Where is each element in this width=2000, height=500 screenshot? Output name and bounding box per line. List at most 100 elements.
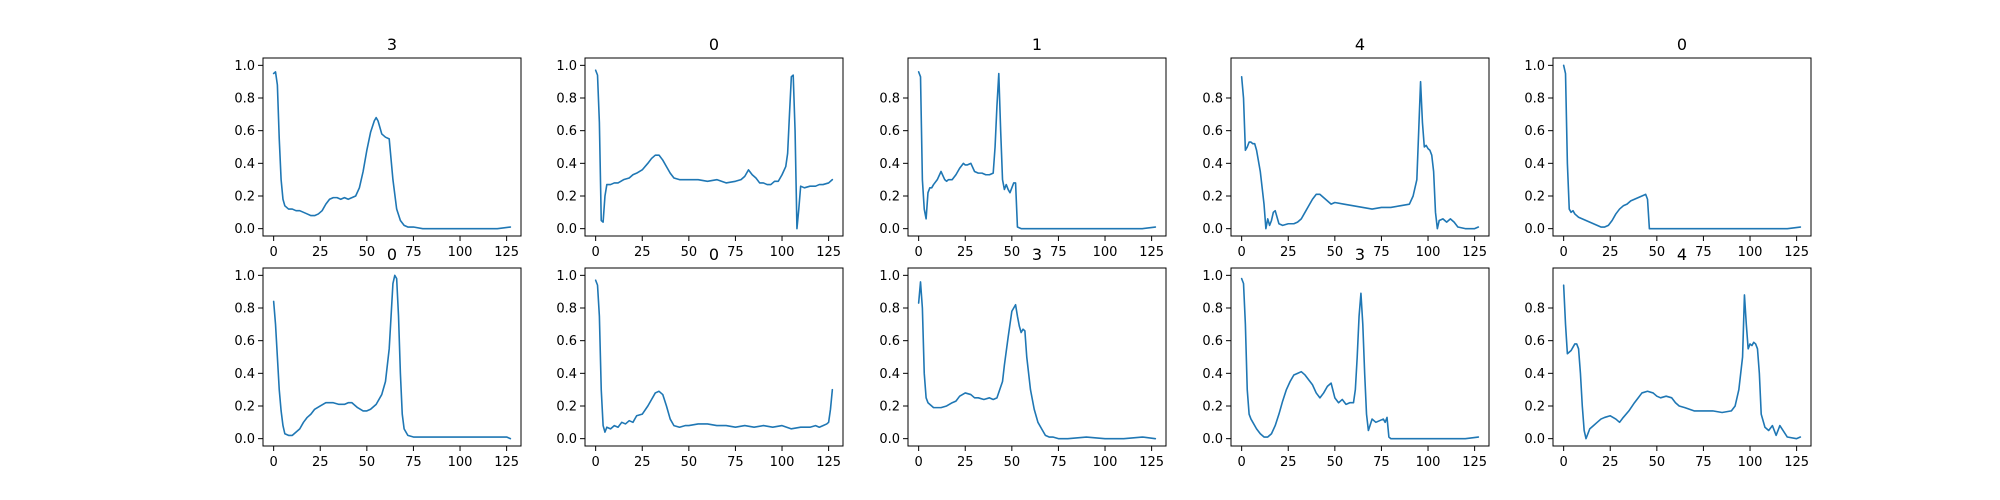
y-tick-label: 0.6 [1524, 334, 1545, 349]
axes-frame [584, 267, 844, 447]
y-tick-label: 0.2 [879, 189, 900, 204]
y-tick-label: 0.8 [879, 92, 900, 107]
subplot-title: 0 [709, 35, 719, 54]
x-tick-label: 125 [1784, 455, 1809, 470]
x-tick-label: 125 [816, 455, 841, 470]
x-tick-label: 50 [681, 245, 698, 260]
x-tick-label: 50 [1004, 245, 1021, 260]
x-tick-label: 125 [494, 245, 519, 260]
x-tick-label: 75 [1695, 455, 1712, 470]
x-tick-label: 100 [448, 245, 473, 260]
subplot-title: 4 [1677, 245, 1687, 264]
y-tick-label: 0.2 [234, 189, 255, 204]
x-tick-label: 125 [1462, 455, 1487, 470]
x-tick-label: 125 [1462, 245, 1487, 260]
y-tick-label: 0.4 [1202, 157, 1223, 172]
subplot-8: 3 0 25 50 75 100 125 0.0 0.2 0.4 0.6 0.8 1.0 [879, 245, 1167, 470]
y-tick-label: 0.8 [1524, 302, 1545, 317]
subplot-title: 0 [709, 245, 719, 264]
x-tick-label: 125 [1139, 245, 1164, 260]
x-tick-label: 125 [494, 455, 519, 470]
y-tick-label: 0.4 [234, 157, 255, 172]
x-tick-label: 25 [634, 245, 651, 260]
subplot-5: 0 0 25 50 75 100 125 0.0 0.2 0.4 0.6 0.8 1.0 [1524, 35, 1812, 260]
y-tick-label: 1.0 [879, 269, 900, 284]
y-tick-label: 0.2 [1524, 399, 1545, 414]
x-tick-label: 25 [312, 245, 329, 260]
x-tick-label: 0 [915, 455, 923, 470]
series-line [917, 71, 1157, 230]
subplot-title: 0 [387, 245, 397, 264]
series-line [1562, 64, 1802, 230]
x-tick-label: 100 [1416, 455, 1441, 470]
x-tick-label: 75 [405, 455, 422, 470]
x-tick-label: 0 [1560, 245, 1568, 260]
y-tick-label: 0.2 [556, 189, 577, 204]
x-tick-label: 0 [1560, 455, 1568, 470]
y-tick-label: 0.2 [879, 399, 900, 414]
subplot-1: 3 0 25 50 75 100 125 0.0 0.2 0.4 0.6 0.8 1.0 [234, 35, 522, 260]
x-tick-label: 100 [1738, 455, 1763, 470]
x-tick-label: 100 [770, 245, 795, 260]
x-tick-label: 50 [681, 455, 698, 470]
x-tick-label: 75 [405, 245, 422, 260]
x-tick-label: 100 [1738, 245, 1763, 260]
y-tick-label: 0.4 [556, 157, 577, 172]
y-tick-label: 1.0 [234, 59, 255, 74]
x-tick-label: 100 [1416, 245, 1441, 260]
y-tick-label: 0.6 [1202, 124, 1223, 139]
axes-frame [1230, 57, 1490, 237]
y-tick-label: 0.8 [556, 302, 577, 317]
x-tick-label: 75 [1050, 455, 1067, 470]
subplot-9: 3 0 25 50 75 100 125 0.0 0.2 0.4 0.6 0.8 1.0 [1202, 245, 1490, 470]
x-tick-label: 50 [1327, 455, 1344, 470]
y-tick-label: 0.6 [879, 334, 900, 349]
y-tick-label: 0.0 [234, 432, 255, 447]
y-tick-label: 1.0 [1524, 59, 1545, 74]
subplot-title: 0 [1677, 35, 1687, 54]
y-tick-label: 0.8 [1202, 92, 1223, 107]
y-tick-label: 0.2 [1524, 189, 1545, 204]
x-tick-label: 0 [270, 245, 278, 260]
x-tick-label: 50 [359, 245, 376, 260]
x-tick-label: 0 [592, 245, 600, 260]
series-line [272, 71, 512, 230]
axes-frame [1552, 267, 1812, 447]
x-tick-label: 25 [1280, 245, 1297, 260]
y-tick-label: 0.2 [234, 399, 255, 414]
y-tick-label: 1.0 [1202, 269, 1223, 284]
x-tick-label: 0 [1238, 455, 1246, 470]
y-tick-label: 0.0 [1524, 222, 1545, 237]
axes-frame [262, 267, 522, 447]
x-tick-label: 50 [1649, 245, 1666, 260]
y-tick-label: 0.8 [1524, 92, 1545, 107]
subplot-4: 4 0 25 50 75 100 125 0.0 0.2 0.4 0.6 0.8 [1202, 35, 1490, 260]
y-tick-label: 0.6 [1202, 334, 1223, 349]
x-tick-label: 50 [1004, 455, 1021, 470]
y-tick-label: 0.4 [1524, 157, 1545, 172]
y-tick-label: 1.0 [556, 269, 577, 284]
y-tick-label: 0.6 [879, 124, 900, 139]
y-tick-label: 0.2 [1202, 189, 1223, 204]
y-tick-label: 0.4 [556, 367, 577, 382]
y-tick-label: 0.6 [556, 334, 577, 349]
x-tick-label: 25 [1280, 455, 1297, 470]
y-tick-label: 0.8 [879, 302, 900, 317]
x-tick-label: 25 [957, 455, 974, 470]
y-tick-label: 0.8 [234, 302, 255, 317]
series-line [594, 69, 834, 230]
y-tick-label: 0.0 [1524, 432, 1545, 447]
x-tick-label: 100 [448, 455, 473, 470]
series-line [1240, 75, 1480, 230]
y-tick-label: 0.6 [1524, 124, 1545, 139]
y-tick-label: 0.0 [1202, 432, 1223, 447]
axes-frame [907, 57, 1167, 237]
subplot-6: 0 0 25 50 75 100 125 0.0 0.2 0.4 0.6 0.8 1.0 [234, 245, 522, 470]
y-tick-label: 0.4 [234, 367, 255, 382]
y-tick-label: 0.6 [556, 124, 577, 139]
y-tick-label: 0.0 [556, 222, 577, 237]
y-tick-label: 0.4 [1524, 367, 1545, 382]
x-tick-label: 50 [1649, 455, 1666, 470]
subplot-title: 1 [1032, 35, 1042, 54]
